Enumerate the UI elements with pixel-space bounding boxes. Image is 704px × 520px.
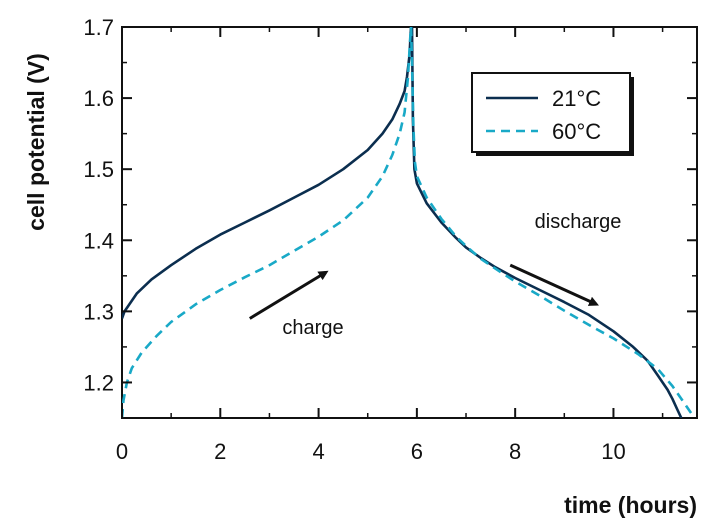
x-tick-label: 4: [312, 439, 324, 464]
annotations: [248, 263, 599, 320]
series-line-21c: [122, 27, 683, 418]
legend-label-60c: 60°C: [552, 119, 601, 144]
annotation-charge: charge: [282, 317, 343, 339]
annotation-arrow-discharge: [509, 263, 599, 306]
y-tick-label: 1.5: [83, 157, 114, 182]
legend-box: [471, 72, 631, 153]
annotation-discharge: discharge: [535, 211, 622, 233]
annotation-arrow-charge: [248, 270, 329, 320]
y-tick-label: 1.2: [83, 370, 114, 395]
y-axis-title: cell potential (V): [23, 53, 49, 231]
y-tick-label: 1.3: [83, 299, 114, 324]
x-tick-label: 8: [509, 439, 521, 464]
y-tick-label: 1.4: [83, 228, 114, 253]
x-tick-label: 2: [214, 439, 226, 464]
x-tick-label: 10: [601, 439, 625, 464]
y-tick-label: 1.6: [83, 86, 114, 111]
legend: 21°C 60°C: [471, 72, 634, 156]
plot-border: [121, 26, 698, 419]
x-axis-title: time (hours): [564, 492, 697, 518]
x-tick-label: 0: [116, 439, 128, 464]
y-tick-label: 1.7: [83, 15, 114, 40]
x-tick-label: 6: [411, 439, 423, 464]
ticks-layer: 0 2 4 6 8 10 1.2 1.3 1.4 1.5 1.6 1.7: [83, 15, 697, 464]
legend-label-21c: 21°C: [552, 86, 601, 111]
plot-frame: [121, 26, 698, 419]
series-line-60c: [122, 27, 696, 418]
series-layer: [122, 27, 696, 418]
